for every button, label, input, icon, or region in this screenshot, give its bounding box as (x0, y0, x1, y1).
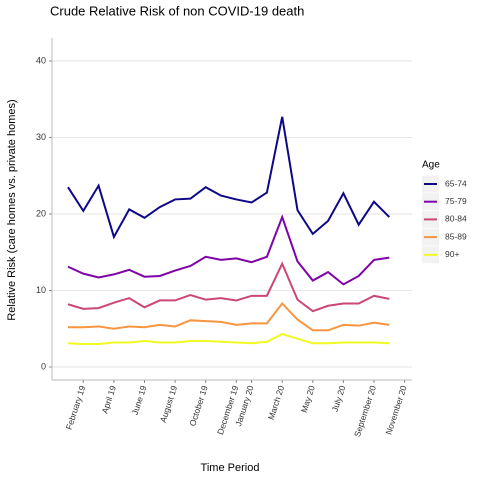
legend-label: 80-84 (445, 214, 467, 224)
legend-title: Age (422, 160, 440, 171)
series-line (67, 116, 391, 240)
y-tick-label: 20 (36, 208, 46, 218)
y-tick-label: 40 (36, 55, 46, 65)
legend-label: 90+ (445, 249, 459, 259)
x-axis-label: Time Period (201, 462, 260, 474)
y-tick-label: 0 (41, 361, 46, 371)
x-tick-label: March 20 (266, 384, 287, 421)
x-tick-label: August 19 (158, 384, 179, 424)
legend-label: 65-74 (445, 178, 467, 188)
x-tick-label: February 19 (64, 384, 88, 431)
series-line (67, 333, 390, 346)
x-tick-label: November 20 (383, 384, 408, 436)
x-tick-label: December 19 (215, 384, 240, 436)
series-line (67, 214, 390, 286)
y-axis-label: Relative Risk (care homes vs. private ho… (6, 99, 18, 320)
x-tick-label: July 20 (330, 384, 348, 413)
series-line (68, 301, 390, 332)
y-tick-label: 30 (36, 132, 46, 142)
legend-label: 75-79 (445, 196, 467, 206)
legend-label: 85-89 (445, 231, 467, 241)
x-tick-label: September 20 (352, 384, 378, 438)
series-line (67, 261, 390, 313)
x-tick-label: October 19 (187, 384, 210, 427)
x-tick-label: May 20 (299, 384, 317, 414)
chart-title: Crude Relative Risk of non COVID-19 deat… (50, 3, 304, 18)
x-tick-label: April 19 (100, 384, 119, 415)
x-tick-label: June 19 (130, 384, 149, 416)
y-tick-label: 10 (36, 285, 46, 295)
